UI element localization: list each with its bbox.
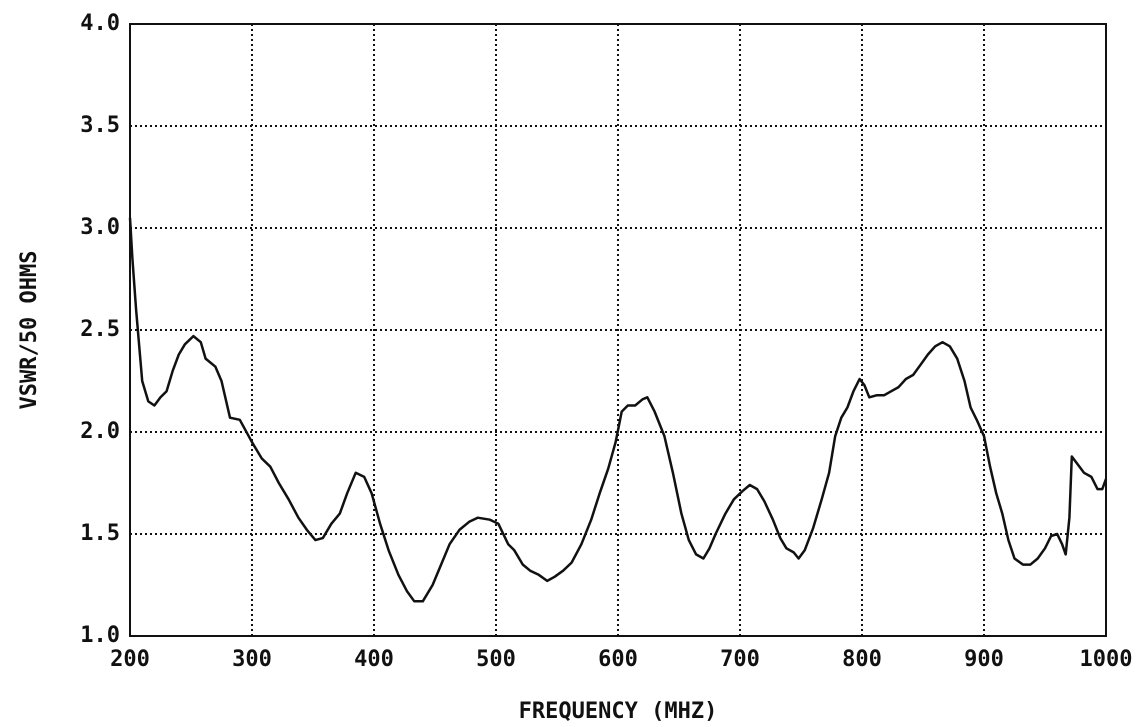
x-tick-label: 300 bbox=[232, 647, 272, 672]
x-tick-label: 400 bbox=[354, 647, 394, 672]
y-tick-label: 3.5 bbox=[80, 113, 120, 138]
x-tick-label: 500 bbox=[476, 647, 516, 672]
data-line bbox=[128, 217, 1108, 603]
plot-frame bbox=[129, 23, 1107, 637]
y-tick-label: 1.0 bbox=[80, 623, 120, 648]
y-axis-label: VSWR/50 OHMS bbox=[17, 251, 42, 410]
x-tick-label: 600 bbox=[598, 647, 638, 672]
x-tick-label: 200 bbox=[110, 647, 150, 672]
y-tick-label: 2.0 bbox=[80, 419, 120, 444]
x-tick-label: 700 bbox=[720, 647, 760, 672]
y-tick-label: 2.5 bbox=[80, 317, 120, 342]
y-tick-label: 1.5 bbox=[80, 521, 120, 546]
y-tick-label: 3.0 bbox=[80, 215, 120, 240]
x-tick-label: 1000 bbox=[1080, 647, 1133, 672]
x-axis-label: FREQUENCY (MHZ) bbox=[519, 699, 718, 724]
x-tick-label: 800 bbox=[842, 647, 882, 672]
y-tick-label: 4.0 bbox=[80, 11, 120, 36]
x-tick-label: 900 bbox=[964, 647, 1004, 672]
